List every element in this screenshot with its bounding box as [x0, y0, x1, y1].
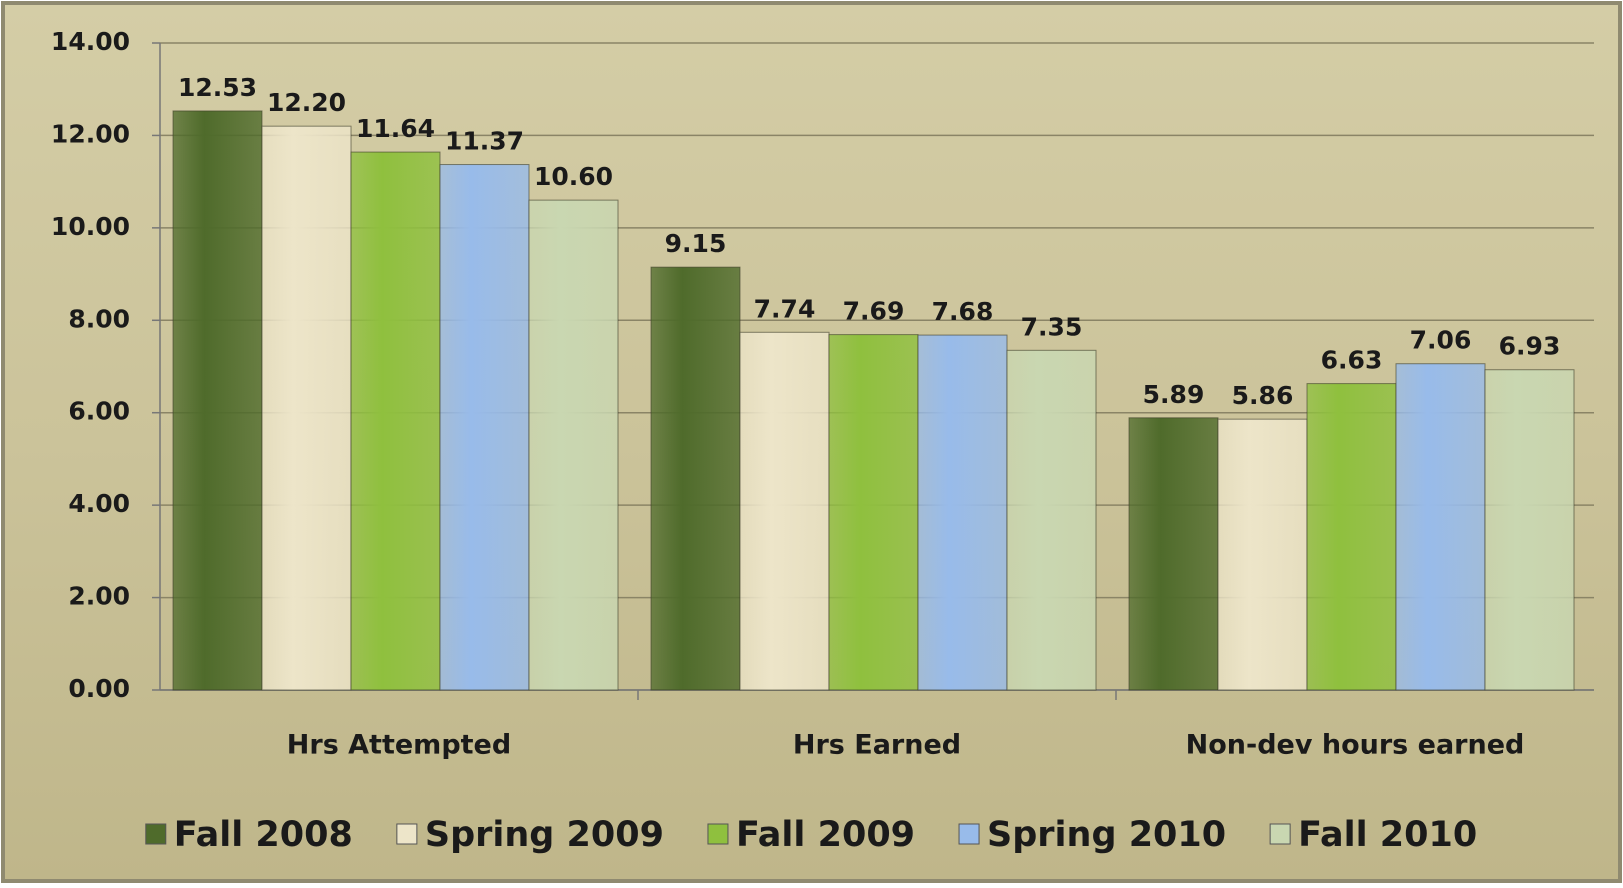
value-label: 7.68	[932, 297, 994, 326]
y-tick-label: 2.00	[68, 582, 130, 611]
bar	[1306, 383, 1397, 691]
legend-label: Fall 2010	[1298, 815, 1477, 855]
bar	[1217, 418, 1308, 691]
value-label: 5.89	[1143, 380, 1205, 409]
value-label: 5.86	[1232, 381, 1294, 410]
x-tick-label: Non-dev hours earned	[1186, 730, 1525, 761]
value-label: 7.74	[754, 294, 816, 323]
legend-swatch	[1269, 823, 1291, 845]
bar	[828, 334, 919, 691]
legend-label: Fall 2009	[736, 815, 915, 855]
legend-label: Fall 2008	[174, 815, 353, 855]
y-tick-label: 8.00	[68, 304, 130, 333]
bar	[1128, 417, 1219, 691]
value-label: 11.37	[445, 127, 524, 156]
value-label: 6.93	[1499, 332, 1561, 361]
bar	[1395, 363, 1486, 691]
value-label: 11.64	[356, 114, 435, 143]
value-label: 10.60	[534, 162, 613, 191]
y-tick-label: 10.00	[51, 212, 130, 241]
bar	[650, 266, 741, 691]
value-label: 12.53	[178, 73, 257, 102]
legend-swatch	[958, 823, 980, 845]
legend-swatch	[707, 823, 729, 845]
value-label: 7.69	[843, 297, 905, 326]
y-tick-label: 6.00	[68, 397, 130, 426]
legend-swatch	[145, 823, 167, 845]
legend-label: Spring 2009	[425, 815, 664, 855]
x-tick-label: Hrs Attempted	[287, 730, 511, 761]
value-label: 7.35	[1021, 312, 1083, 341]
legend-label: Spring 2010	[987, 815, 1226, 855]
bar	[1484, 369, 1575, 691]
bar	[917, 334, 1008, 691]
y-tick-label: 14.00	[51, 27, 130, 56]
x-tick-label: Hrs Earned	[793, 730, 961, 761]
y-tick-label: 4.00	[68, 489, 130, 518]
bar	[350, 151, 441, 691]
bar	[172, 110, 263, 691]
bar	[261, 125, 352, 691]
bar	[439, 164, 530, 691]
value-label: 9.15	[665, 229, 727, 258]
value-label: 12.20	[267, 88, 346, 117]
value-label: 7.06	[1410, 326, 1472, 355]
y-tick-label: 12.00	[51, 119, 130, 148]
y-tick-label: 0.00	[68, 674, 130, 703]
bar	[528, 199, 619, 691]
value-label: 6.63	[1321, 346, 1383, 375]
bar	[739, 331, 830, 691]
legend-swatch	[396, 823, 418, 845]
bar	[1006, 349, 1097, 691]
